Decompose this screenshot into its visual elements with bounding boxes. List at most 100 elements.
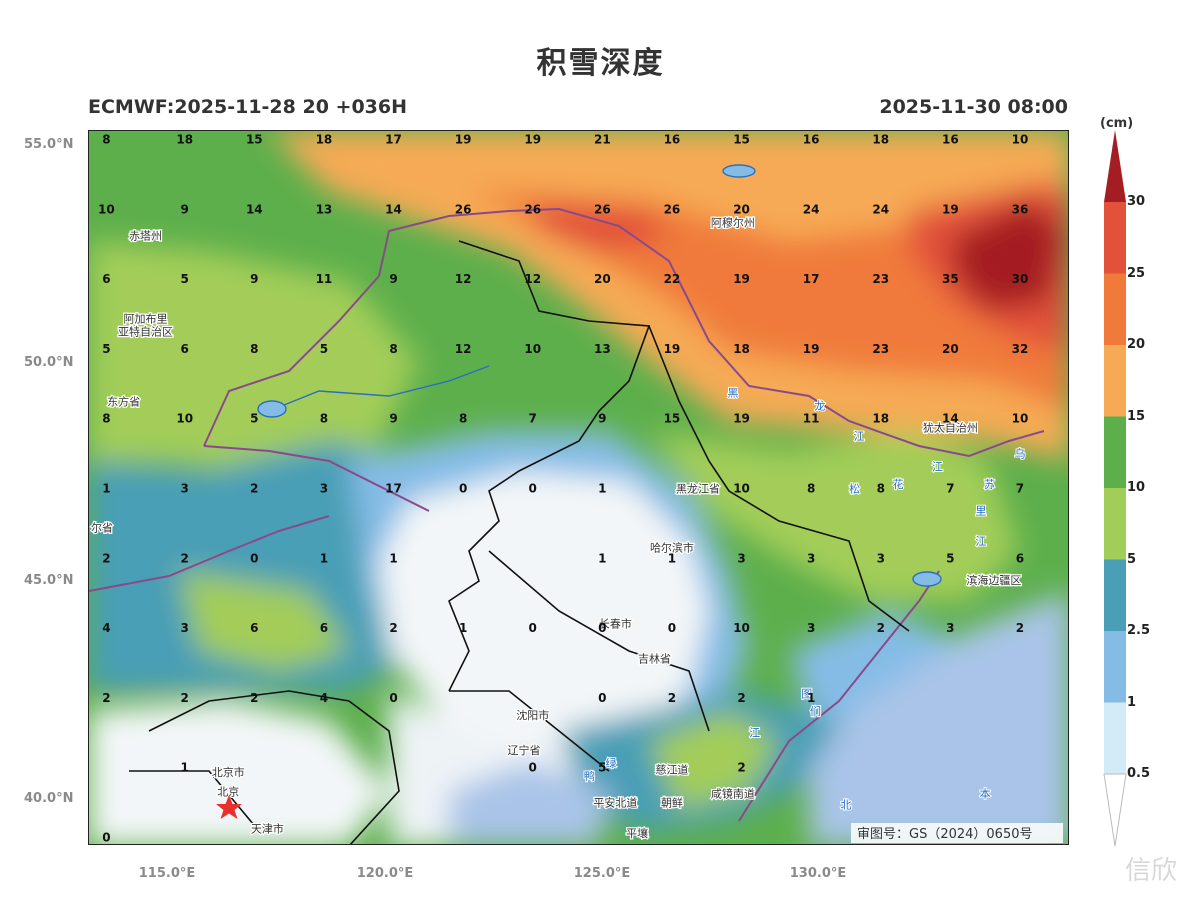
grid-value: 14 [246, 202, 263, 216]
grid-value: 19 [664, 342, 681, 356]
grid-value: 10 [733, 482, 750, 496]
lat-label-45: 45.0°N [24, 573, 74, 588]
grid-value: 26 [455, 202, 472, 216]
grid-value: 12 [455, 272, 472, 286]
grid-value: 19 [524, 133, 541, 147]
colorbar-level-label: 5 [1127, 551, 1137, 567]
grid-value: 0 [529, 761, 537, 775]
grid-value: 32 [1012, 342, 1029, 356]
grid-value: 9 [181, 202, 189, 216]
place-label: 滨海边疆区 [966, 573, 1021, 587]
watermark-text: 信欣 [1125, 856, 1178, 886]
approval-stamp: 审图号：GS（2024）0650号 [851, 823, 1063, 843]
snow-depth-map[interactable]: 赤塔州 阿加布里 亚特自治区 东方省 阿穆尔州 犹太自治州 黑龙江省 哈尔滨市 长春市 吉林省 沈阳… [88, 130, 1069, 845]
grid-value: 5 [320, 342, 328, 356]
place-label: 阿加布里 [124, 312, 168, 325]
grid-value: 2 [181, 551, 189, 565]
grid-value: 10 [1012, 133, 1029, 147]
grid-value: 5 [181, 272, 189, 286]
grid-value: 18 [872, 412, 889, 426]
grid-value: 17 [385, 133, 402, 147]
colorbar [1103, 130, 1127, 847]
grid-value: 8 [877, 482, 885, 496]
grid-value: 1 [459, 621, 467, 635]
grid-value: 8 [102, 412, 110, 426]
grid-value: 6 [250, 621, 258, 635]
grid-value: 6 [1016, 551, 1024, 565]
grid-value: 0 [529, 482, 537, 496]
grid-value: 18 [733, 342, 750, 356]
grid-value: 20 [942, 342, 959, 356]
river-label: 江 [749, 727, 760, 740]
grid-value: 2 [389, 621, 397, 635]
place-label: 北京市 [212, 765, 245, 779]
colorbar-segment [1104, 559, 1126, 631]
grid-value: 26 [594, 202, 611, 216]
grid-value: 1 [598, 482, 606, 496]
grid-value: 8 [250, 342, 258, 356]
grid-value: 3 [807, 551, 815, 565]
grid-value: 15 [733, 133, 750, 147]
grid-value: 0 [389, 691, 397, 705]
river-label: 里 [975, 504, 986, 517]
grid-value: 8 [320, 412, 328, 426]
river-label: 苏 [984, 478, 995, 491]
colorbar-level-label: 1 [1127, 694, 1137, 710]
grid-value: 3 [737, 551, 745, 565]
grid-value: 2 [668, 691, 676, 705]
river-label: 北 [840, 799, 851, 812]
place-label: 天津市 [251, 822, 284, 836]
grid-value: 3 [181, 482, 189, 496]
grid-value: 21 [594, 133, 611, 147]
lat-label-55: 55.0°N [24, 137, 74, 152]
map-title: 积雪深度 [536, 46, 665, 81]
grid-value: 6 [102, 272, 110, 286]
grid-value: 3 [320, 482, 328, 496]
grid-value: 19 [733, 412, 750, 426]
grid-value: 18 [176, 133, 193, 147]
place-label: 咸镜南道 [711, 787, 755, 801]
river-label: 龙 [814, 400, 825, 413]
grid-value: 11 [803, 412, 820, 426]
grid-value: 14 [385, 202, 402, 216]
grid-value: 6 [181, 342, 189, 356]
grid-value: 0 [459, 482, 467, 496]
grid-value: 1 [181, 761, 189, 775]
colorbar-level-label: 20 [1127, 337, 1146, 352]
grid-value: 0 [529, 621, 537, 635]
grid-value: 5 [598, 761, 606, 775]
grid-value: 10 [733, 621, 750, 635]
river-label: 鸭 [584, 770, 595, 783]
grid-value: 9 [389, 272, 397, 286]
place-label: 平安北道 [593, 795, 637, 809]
colorbar-level-label: 15 [1127, 408, 1146, 424]
grid-value: 2 [737, 691, 745, 705]
water-features [257, 164, 942, 587]
colorbar-segment [1104, 345, 1126, 417]
grid-value: 26 [664, 202, 681, 216]
river-label: 松 [849, 482, 860, 496]
grid-value: 13 [316, 202, 333, 216]
place-label: 平壤 [626, 826, 648, 840]
grid-value: 12 [455, 342, 472, 356]
grid-value: 17 [803, 272, 820, 286]
grid-value: 5 [946, 551, 954, 565]
grid-value: 3 [946, 621, 954, 635]
colorbar-level-label: 30 [1127, 194, 1146, 209]
grid-value: 0 [668, 621, 676, 635]
grid-value: 24 [872, 202, 889, 216]
place-label: 阿穆尔州 [711, 216, 755, 230]
colorbar-level-label: 10 [1127, 480, 1146, 495]
grid-value: 24 [803, 202, 820, 216]
place-label: 哈尔滨市 [650, 540, 694, 554]
grid-value: 22 [664, 272, 681, 286]
grid-value: 13 [594, 342, 611, 356]
snow-depth-field [89, 131, 1068, 844]
grid-value: 30 [1012, 272, 1029, 286]
grid-value: 2 [877, 621, 885, 635]
place-label: 北京 [217, 785, 239, 799]
lat-label-50: 50.0°N [24, 355, 74, 370]
grid-value: 2 [1016, 621, 1024, 635]
grid-value: 8 [389, 342, 397, 356]
